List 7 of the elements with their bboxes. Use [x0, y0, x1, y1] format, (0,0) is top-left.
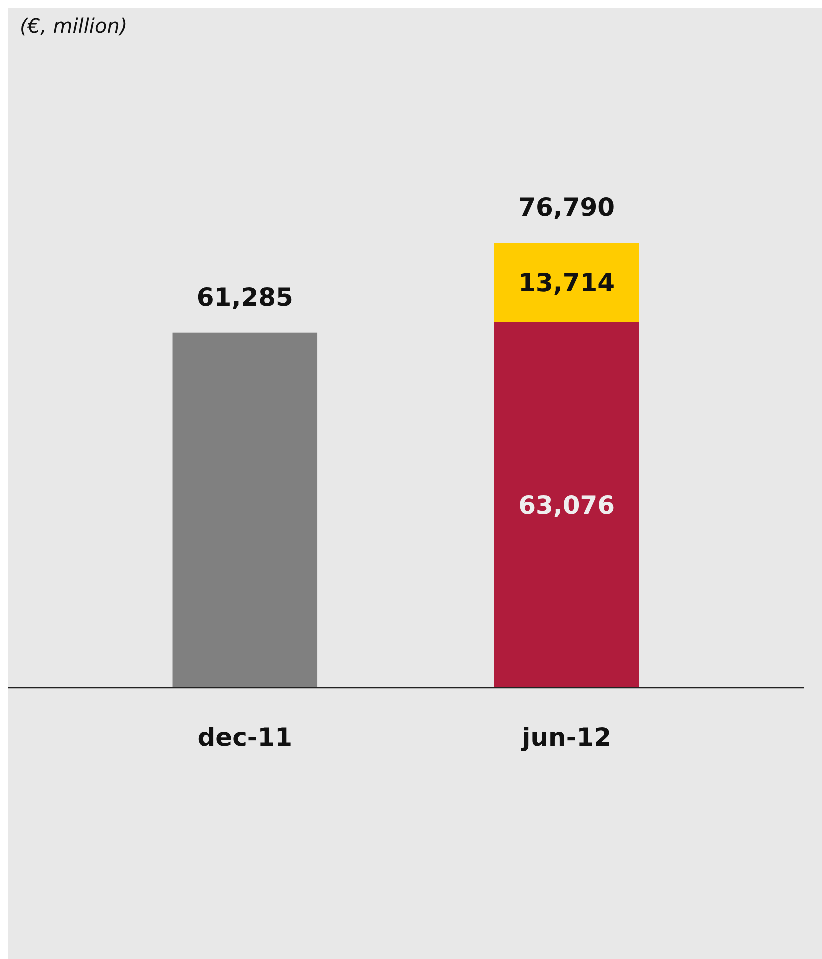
text: (€, million) [20, 14, 128, 38]
data-label: 63,076 [518, 491, 616, 520]
x-tick-label: jun-12 [521, 723, 612, 752]
data-label: 13,714 [518, 268, 616, 298]
total-label: 61,285 [196, 282, 294, 312]
x-tick-label: dec-11 [198, 723, 293, 752]
total-label: 76,790 [518, 193, 616, 222]
